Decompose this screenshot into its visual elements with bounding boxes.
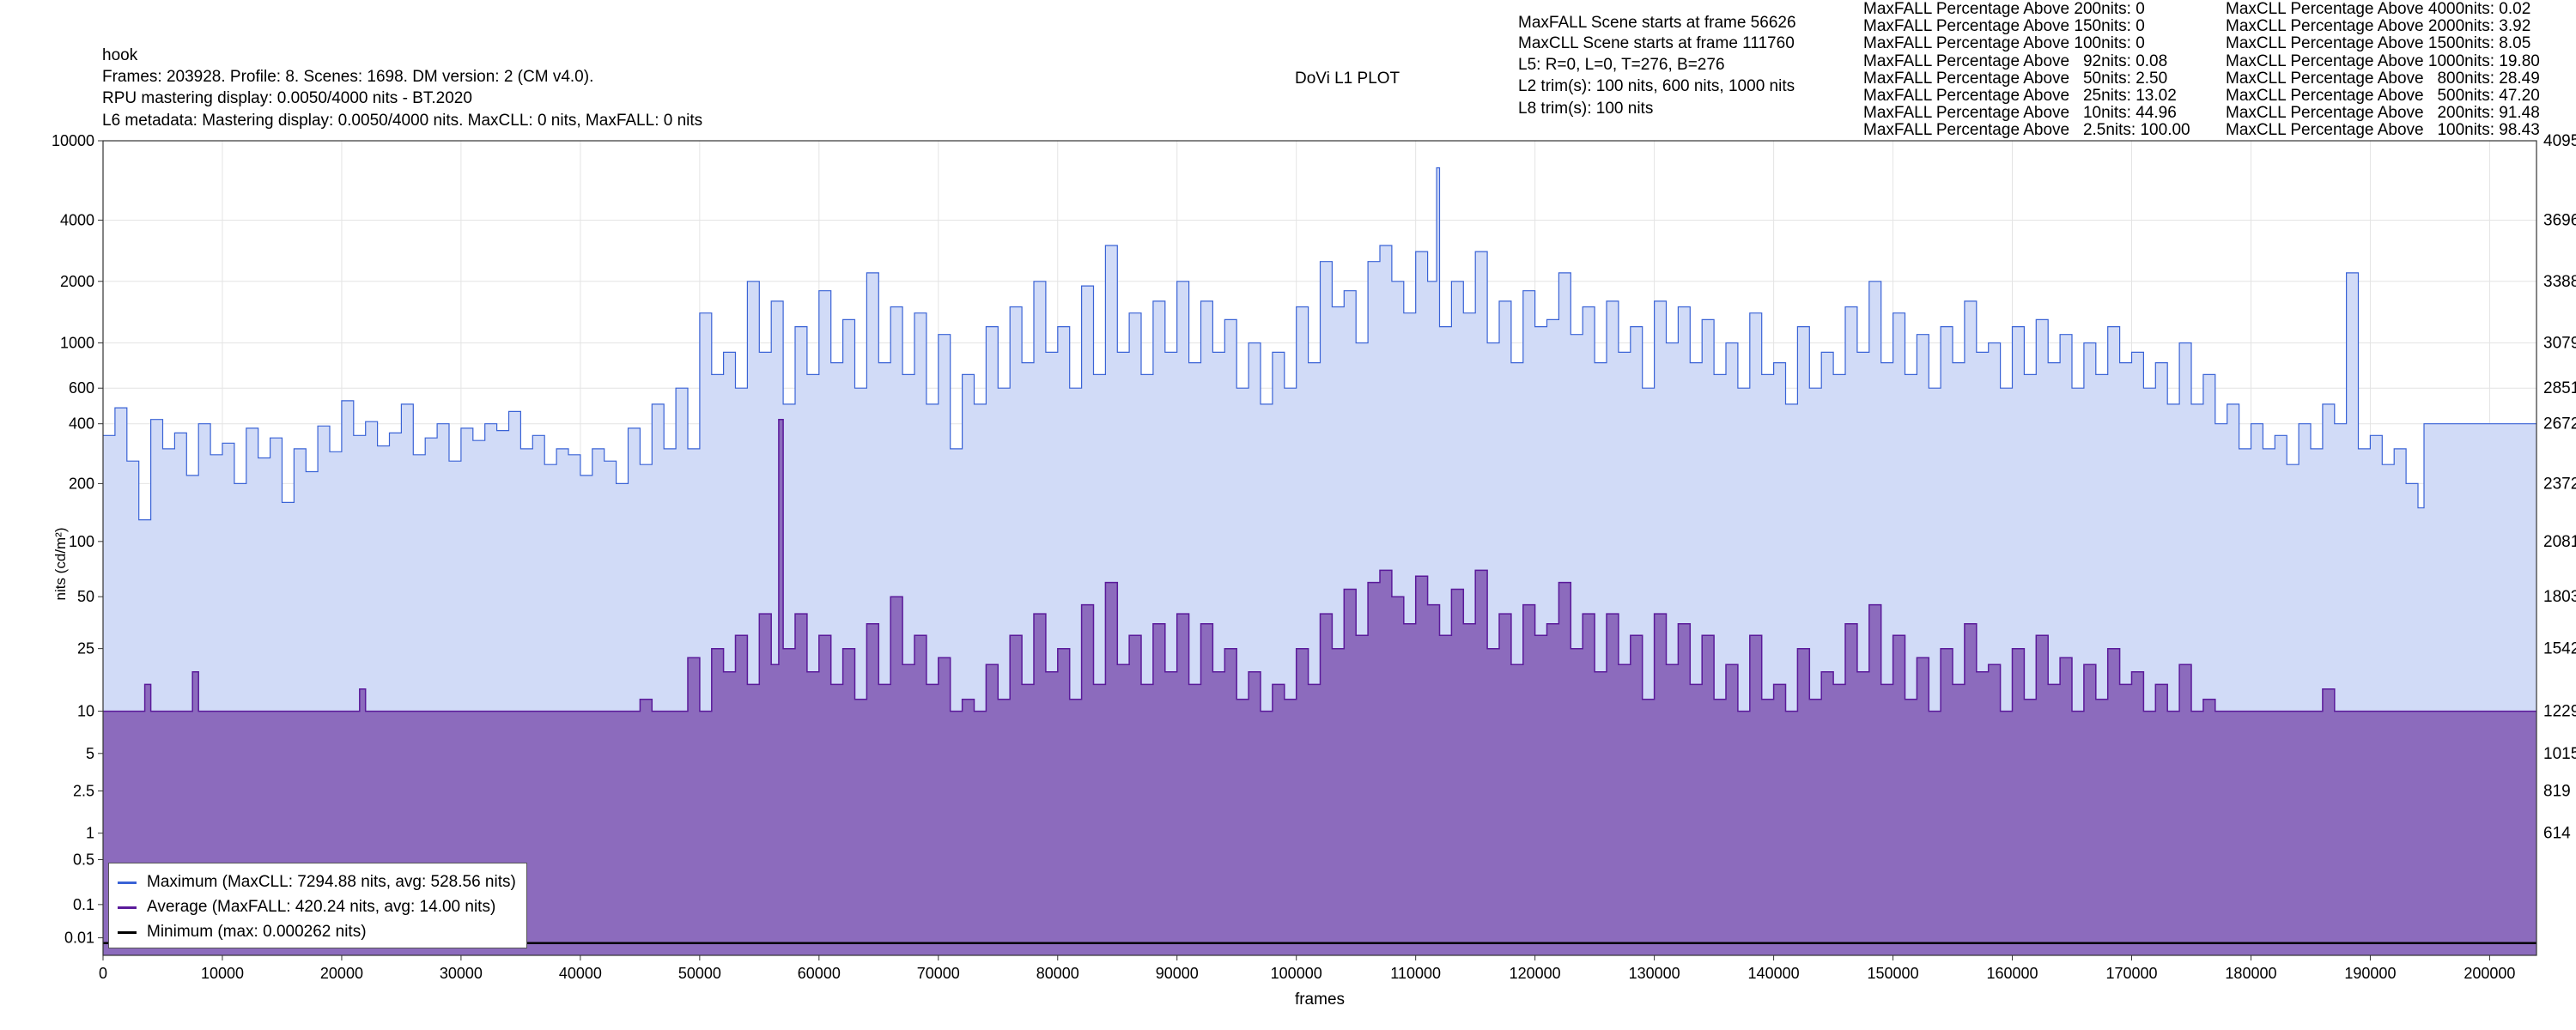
frames-info: Frames: 203928. Profile: 8. Scenes: 1698… xyxy=(102,68,594,86)
y-tick-label-left: 0.1 xyxy=(73,896,94,913)
y-tick-label-left: 0.01 xyxy=(64,930,94,947)
y-tick-label-right: 2672 xyxy=(2543,415,2576,433)
y-tick-label-left: 400 xyxy=(69,415,94,433)
y-tick-label-right: 614 xyxy=(2543,825,2571,843)
y-tick-label-left: 200 xyxy=(69,475,94,492)
maxfall-stat-4: MaxFALL Percentage Above 50nits: 2.50 xyxy=(1863,69,2168,88)
x-tick-label: 140000 xyxy=(1748,965,1800,982)
y-tick-label-right: 819 xyxy=(2543,783,2571,801)
y-tick-label-left: 1000 xyxy=(60,335,94,352)
maxcll-stat-2: MaxCLL Percentage Above 1500nits: 8.05 xyxy=(2226,34,2531,53)
x-tick-label: 30000 xyxy=(440,965,483,982)
legend: Maximum (MaxCLL: 7294.88 nits, avg: 528.… xyxy=(108,863,527,948)
maxcll-stat-6: MaxCLL Percentage Above 200nits: 91.48 xyxy=(2226,104,2540,123)
maxfall-stat-5: MaxFALL Percentage Above 25nits: 13.02 xyxy=(1863,87,2177,105)
y-tick-label-right: 3388 xyxy=(2543,273,2576,291)
plot-title: DoVi L1 PLOT xyxy=(1295,70,1400,88)
l6-info: L6 metadata: Mastering display: 0.0050/4… xyxy=(102,112,703,130)
legend-swatch-minimum xyxy=(118,930,137,934)
y-tick-label-left: 50 xyxy=(77,588,94,605)
series xyxy=(103,167,2537,955)
maxfall-stat-0: MaxFALL Percentage Above 200nits: 0 xyxy=(1863,0,2145,18)
maxfall-stat-3: MaxFALL Percentage Above 92nits: 0.08 xyxy=(1863,52,2168,70)
x-tick-label: 60000 xyxy=(798,965,841,982)
y-tick-label-left: 100 xyxy=(69,533,94,550)
y-tick-label-right: 2081 xyxy=(2543,533,2576,551)
y-tick-label-left: 4000 xyxy=(60,211,94,228)
maxcll-stat-3: MaxCLL Percentage Above 1000nits: 19.80 xyxy=(2226,52,2540,70)
maxcll-stat-4: MaxCLL Percentage Above 800nits: 28.49 xyxy=(2226,69,2540,88)
x-tick-label: 180000 xyxy=(2225,965,2276,982)
axes xyxy=(102,140,2537,956)
y-tick-label-left: 1 xyxy=(86,825,94,842)
maxcll-stat-5: MaxCLL Percentage Above 500nits: 47.20 xyxy=(2226,87,2540,105)
x-tick-label: 50000 xyxy=(678,965,721,982)
scene-info-0: MaxFALL Scene starts at frame 56626 xyxy=(1518,14,1796,32)
y-tick-label-right: 1015 xyxy=(2543,745,2576,763)
maxfall-stat-6: MaxFALL Percentage Above 10nits: 44.96 xyxy=(1863,104,2177,123)
y-tick-label-left: 10 xyxy=(77,703,94,720)
maxfall-stat-1: MaxFALL Percentage Above 150nits: 0 xyxy=(1863,17,2145,36)
maxcll-stat-1: MaxCLL Percentage Above 2000nits: 3.92 xyxy=(2226,17,2531,36)
y-tick-label-right: 2851 xyxy=(2543,379,2576,397)
series-average-line xyxy=(103,418,2537,712)
y-tick-label-right: 1803 xyxy=(2543,588,2576,606)
scene-info-3: L2 trim(s): 100 nits, 600 nits, 1000 nit… xyxy=(1518,77,1795,95)
source-title: hook xyxy=(102,46,138,64)
rpu-info: RPU mastering display: 0.0050/4000 nits … xyxy=(102,89,472,107)
y-tick-label-left: 2000 xyxy=(60,273,94,290)
x-tick-label: 120000 xyxy=(1510,965,1561,982)
y-axis-label: nits (cd/m²) xyxy=(52,528,69,601)
legend-label-average: Average (MaxFALL: 420.24 nits, avg: 14.0… xyxy=(147,898,496,916)
ticks: 1000040002000100060040020010050251052.51… xyxy=(52,132,2576,982)
x-tick-label: 70000 xyxy=(917,965,960,982)
x-tick-label: 40000 xyxy=(559,965,602,982)
x-tick-label: 190000 xyxy=(2344,965,2396,982)
legend-label-minimum: Minimum (max: 0.000262 nits) xyxy=(147,923,367,941)
y-tick-label-left: 2.5 xyxy=(73,783,94,800)
y-tick-label-left: 5 xyxy=(86,745,94,762)
y-tick-label-right: 4095 xyxy=(2543,132,2576,150)
legend-item-maximum: Maximum (MaxCLL: 7294.88 nits, avg: 528.… xyxy=(118,871,516,894)
series-maximum-line xyxy=(103,167,2537,521)
y-tick-label-left: 25 xyxy=(77,640,94,657)
y-tick-label-left: 0.5 xyxy=(73,851,94,869)
x-tick-label: 170000 xyxy=(2105,965,2157,982)
x-tick-label: 0 xyxy=(99,965,107,982)
x-tick-label: 110000 xyxy=(1390,965,1441,982)
y-tick-label-left: 600 xyxy=(69,379,94,397)
maxfall-stat-2: MaxFALL Percentage Above 100nits: 0 xyxy=(1863,34,2145,53)
x-tick-label: 160000 xyxy=(1986,965,2038,982)
series-average-area xyxy=(103,419,2537,955)
legend-swatch-maximum xyxy=(118,881,137,884)
x-tick-label: 200000 xyxy=(2464,965,2515,982)
x-tick-label: 130000 xyxy=(1629,965,1680,982)
scene-info-2: L5: R=0, L=0, T=276, B=276 xyxy=(1518,56,1725,74)
legend-item-minimum: Minimum (max: 0.000262 nits) xyxy=(118,921,367,943)
x-tick-label: 10000 xyxy=(201,965,244,982)
x-tick-label: 150000 xyxy=(1868,965,1919,982)
x-tick-label: 20000 xyxy=(320,965,363,982)
y-tick-label-right: 1229 xyxy=(2543,703,2576,721)
y-tick-label-right: 1542 xyxy=(2543,640,2576,658)
x-axis-label: frames xyxy=(1295,991,1345,1009)
scene-info-4: L8 trim(s): 100 nits xyxy=(1518,100,1654,118)
plot-frame xyxy=(102,140,2537,956)
legend-swatch-average xyxy=(118,906,137,909)
y-tick-label-right: 2372 xyxy=(2543,475,2576,493)
maxcll-stat-0: MaxCLL Percentage Above 4000nits: 0.02 xyxy=(2226,0,2531,18)
y-tick-label-right: 3079 xyxy=(2543,335,2576,353)
x-tick-label: 80000 xyxy=(1036,965,1079,982)
scene-info-1: MaxCLL Scene starts at frame 111760 xyxy=(1518,34,1795,52)
x-tick-label: 100000 xyxy=(1271,965,1322,982)
y-tick-label-right: 3696 xyxy=(2543,211,2576,229)
y-tick-label-left: 10000 xyxy=(52,132,94,149)
maxfall-stat-7: MaxFALL Percentage Above 2.5nits: 100.00 xyxy=(1863,121,2190,140)
maxcll-stat-7: MaxCLL Percentage Above 100nits: 98.43 xyxy=(2226,121,2540,140)
x-tick-label: 90000 xyxy=(1156,965,1199,982)
legend-item-average: Average (MaxFALL: 420.24 nits, avg: 14.0… xyxy=(118,896,495,918)
legend-label-maximum: Maximum (MaxCLL: 7294.88 nits, avg: 528.… xyxy=(147,873,516,891)
